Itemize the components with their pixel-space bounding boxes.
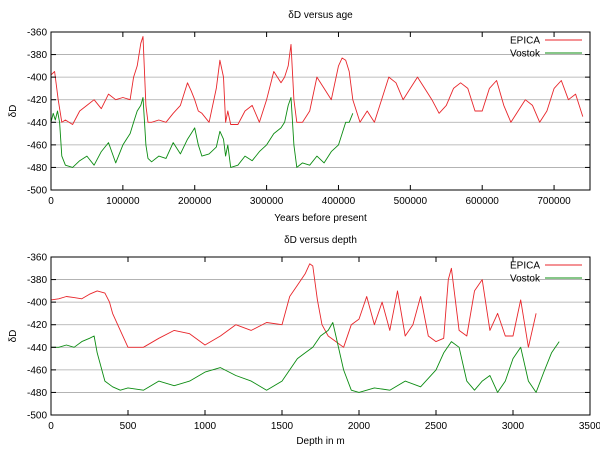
plot-frame (50, 256, 591, 416)
tick-label-y: -440 (27, 118, 47, 129)
tick-label-y: -500 (27, 411, 47, 422)
x-axis-label: Depth in m (296, 436, 344, 447)
legend-label: EPICA (510, 36, 540, 47)
tick-label-y: -360 (27, 253, 47, 264)
tick-label-y: -460 (27, 140, 47, 151)
tick-label-x: 600000 (466, 196, 500, 207)
tick-label-y: -400 (27, 298, 47, 309)
tick-label-x: 300000 (250, 196, 284, 207)
tick-label-x: 1000 (194, 421, 217, 432)
tick-label-y: -380 (27, 275, 47, 286)
tick-label-x: 200000 (178, 196, 212, 207)
tick-label-y: -500 (27, 186, 47, 197)
tick-label-x: 100000 (106, 196, 140, 207)
tick-label-x: 0 (48, 196, 54, 207)
series-line-epica (50, 36, 584, 125)
tick-label-x: 0 (48, 421, 54, 432)
series-line-vostok (50, 97, 354, 168)
tick-label-y: -400 (27, 73, 47, 84)
y-axis-label: δD (8, 330, 19, 343)
chart-title: δD versus depth (284, 235, 357, 246)
tick-label-x: 1500 (271, 421, 294, 432)
tick-label-x: 500 (120, 421, 137, 432)
tick-label-y: -480 (27, 163, 47, 174)
plot-frame (50, 31, 591, 191)
tick-label-y: -360 (27, 28, 47, 39)
x-axis-label: Years before present (274, 213, 367, 224)
tick-label-x: 400000 (322, 196, 356, 207)
tick-label-x: 2500 (425, 421, 448, 432)
tick-label-y: -380 (27, 50, 47, 61)
tick-label-x: 3500 (579, 421, 600, 432)
legend-label: Vostok (510, 49, 541, 60)
tick-label-x: 3000 (502, 421, 525, 432)
tick-label-y: -460 (27, 365, 47, 376)
legend-label: EPICA (510, 261, 540, 272)
tick-label-y: -420 (27, 320, 47, 331)
age-chart: -500 -480 -460 -440 -420 -400 -380 -360 0 100000 2… (8, 10, 591, 224)
tick-label-x: 700000 (537, 196, 571, 207)
tick-label-y: -420 (27, 95, 47, 106)
legend-label: Vostok (510, 274, 541, 285)
series-line-epica (50, 263, 537, 348)
tick-label-x: 2000 (348, 421, 371, 432)
tick-label-y: -440 (27, 343, 47, 354)
tick-label-x: 500000 (394, 196, 428, 207)
series-line-vostok (51, 322, 560, 393)
chart-title: δD versus age (288, 10, 353, 21)
y-axis-label: δD (8, 105, 19, 118)
depth-chart: -500 -480 -460 -440 -420 -400 -380 -360 0 500 1000… (8, 235, 600, 447)
tick-label-y: -480 (27, 388, 47, 399)
